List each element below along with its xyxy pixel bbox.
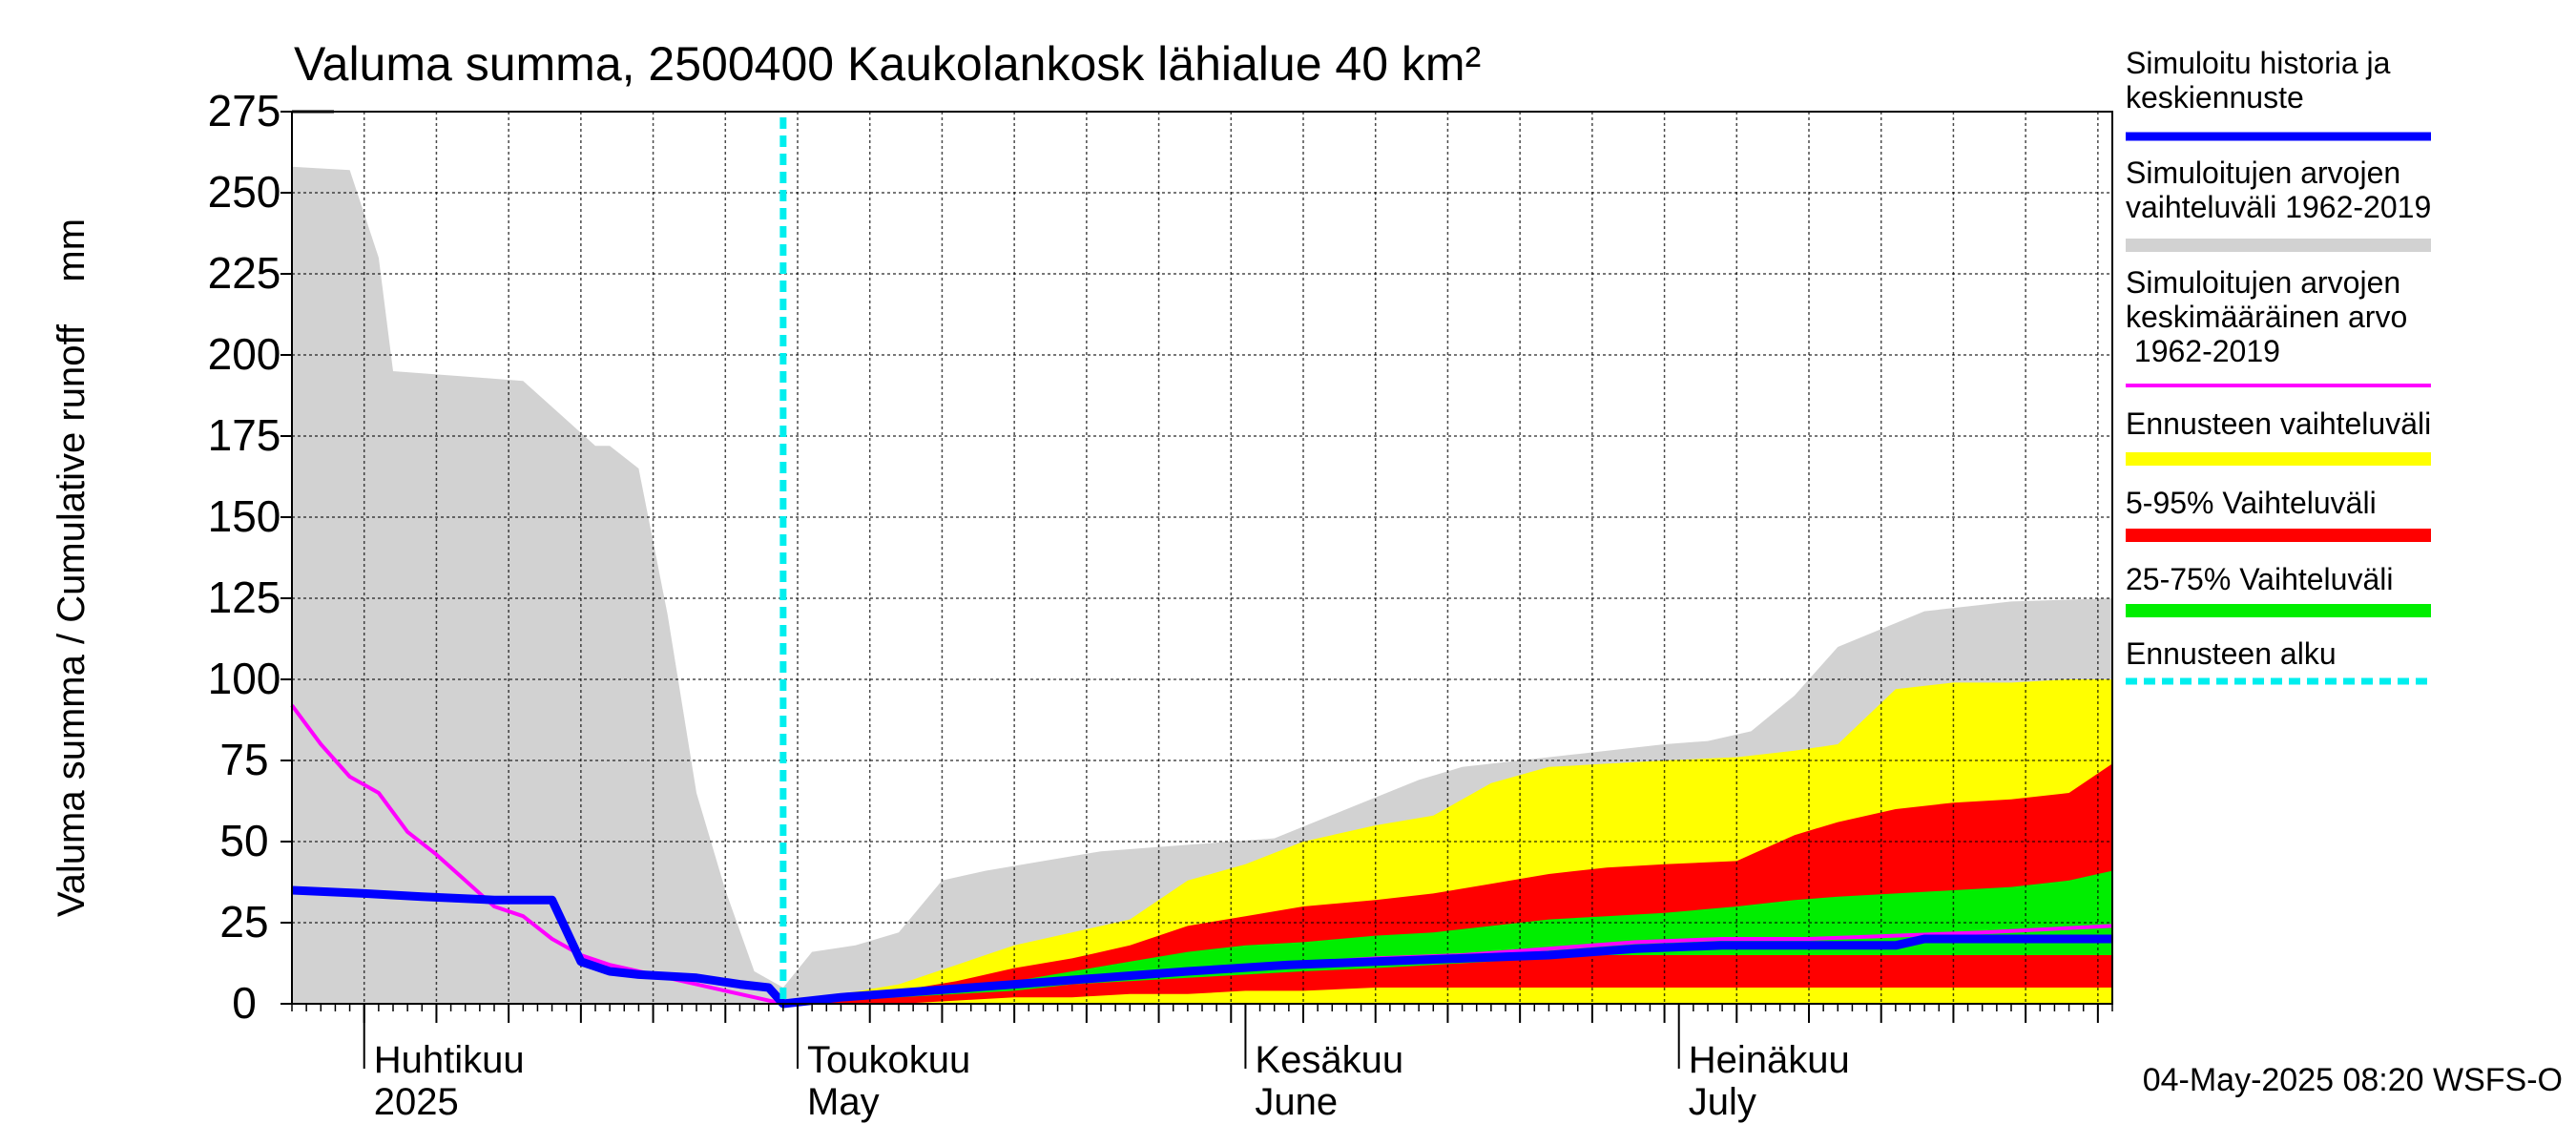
y-tick-label: 150 (208, 491, 281, 541)
legend-line: Ennusteen alku (2126, 636, 2337, 671)
legend-line: Simuloitujen arvojen (2126, 265, 2400, 300)
line-simuloitu-historia-ja-keskiennuste (291, 885, 2112, 1009)
legend-label-fc-start: Ennusteen alku (2126, 636, 2337, 671)
chart-title: Valuma summa, 2500400 Kaukolankosk lähia… (294, 37, 1481, 91)
y-tick-label: 25 (219, 897, 268, 947)
y-tick-label: 0 (232, 978, 257, 1028)
x-month-label-en: June (1255, 1081, 1338, 1123)
y-axis-label: Valuma summa / Cumulative runoff mm (51, 219, 93, 917)
legend-line: 5-95% Vaihteluväli (2126, 486, 2377, 520)
legend-line: keskimääräinen arvo (2126, 300, 2407, 334)
grid-lines (292, 112, 2112, 1004)
x-month-label-en: 2025 (374, 1081, 459, 1123)
legend-label-mean: Simuloitujen arvojen keskimääräinen arvo … (2126, 265, 2407, 368)
legend-label-p5-95: 5-95% Vaihteluväli (2126, 486, 2377, 520)
legend: Simuloitu historia ja keskiennusteSimuloi… (2126, 46, 2431, 685)
x-month-label-fi: Huhtikuu (374, 1039, 525, 1081)
y-tick-label: 175 (208, 410, 281, 460)
y-tick-label: 275 (208, 86, 281, 135)
x-month-label-fi: Heinäkuu (1689, 1039, 1850, 1081)
x-month-label-en: July (1689, 1081, 1756, 1123)
footer-timestamp: 04-May-2025 08:20 WSFS-O (2143, 1062, 2563, 1098)
legend-line: Ennusteen vaihteluväli (2126, 406, 2431, 441)
x-month-label-fi: Kesäkuu (1255, 1039, 1403, 1081)
y-tick-label: 50 (219, 816, 268, 865)
range-bands (292, 166, 2112, 1005)
line-simuloitujen-arvojen-keskim-r-inen-arvo-1962-2019 (290, 704, 2113, 1006)
legend-line: Simuloitujen arvojen (2126, 156, 2400, 190)
y-tick-label: 225 (208, 248, 281, 298)
y-tick-label: 200 (208, 329, 281, 379)
y-tick-label: 100 (208, 654, 281, 703)
legend-label-fc-range: Ennusteen vaihteluväli (2126, 406, 2431, 441)
legend-line: keskiennuste (2126, 80, 2304, 114)
legend-line: 25-75% Vaihteluväli (2126, 562, 2393, 596)
legend-line: vaihteluväli 1962-2019 (2126, 190, 2431, 224)
legend-label-range: Simuloitujen arvojen vaihteluväli 1962-20… (2126, 156, 2431, 224)
y-tick-label: 75 (219, 735, 268, 784)
y-axis: 0 25 50 75 100 125 150 175 200 225 250 275 (208, 86, 334, 1028)
y-tick-label: 125 (208, 572, 281, 622)
y-tick-label: 250 (208, 167, 281, 217)
legend-label-hist: Simuloitu historia ja keskiennuste (2126, 46, 2391, 114)
legend-line: Simuloitu historia ja (2126, 46, 2391, 80)
series-lines (290, 117, 2113, 1009)
legend-line: 1962-2019 (2126, 334, 2280, 368)
x-month-label-fi: Toukokuu (807, 1039, 970, 1081)
x-month-label-en: May (807, 1081, 880, 1123)
legend-label-p25-75: 25-75% Vaihteluväli (2126, 562, 2393, 596)
